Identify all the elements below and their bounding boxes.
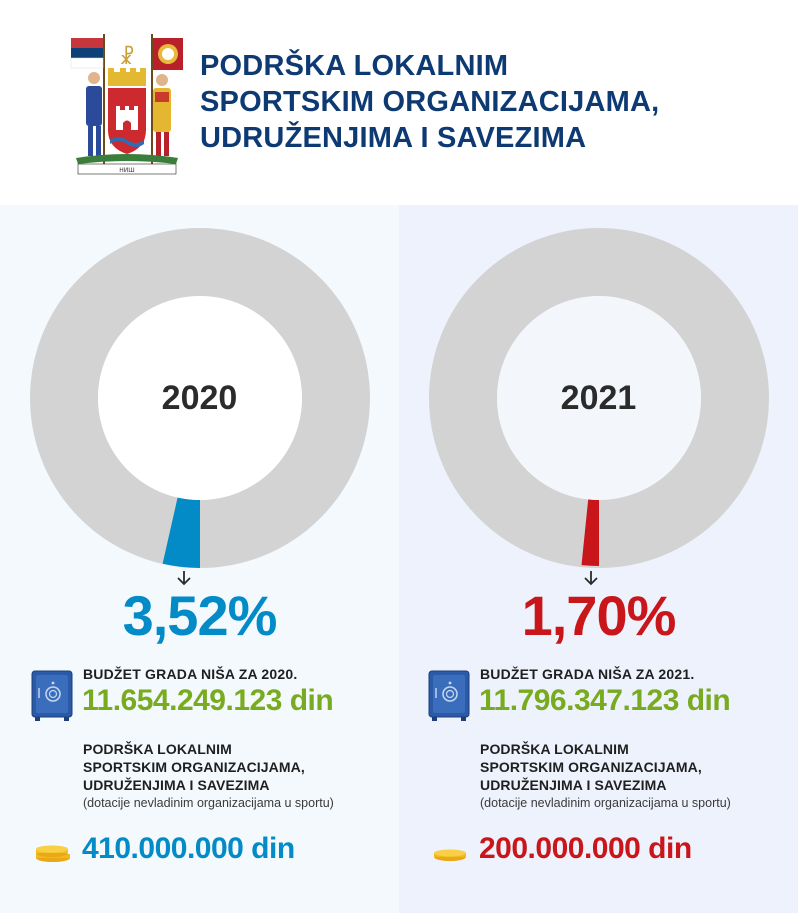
support-value: 410.000.000 din [82, 832, 295, 865]
support-note: (dotacije nevladinim organizacijama u sp… [83, 796, 334, 810]
svg-text:☧: ☧ [119, 45, 135, 69]
header: ☧ НИШ PODRŠKA LOKALNIM SPORTSKIM ORGANIZ… [0, 0, 800, 205]
support-note: (dotacije nevladinim organizacijama u sp… [480, 796, 731, 810]
donut-hole [497, 296, 701, 500]
title-line-1: PODRŠKA LOKALNIM [200, 50, 509, 82]
budget-value: 11.796.347.123 din [479, 684, 731, 717]
year-label: 2021 [560, 379, 637, 417]
svg-text:НИШ: НИШ [119, 167, 134, 174]
support-title-line-3: UDRUŽENJIMA I SAVEZIMA [83, 777, 270, 793]
coin-icon [434, 849, 466, 861]
arrow-down-icon [584, 571, 598, 586]
budget-value: 11.654.249.123 din [82, 684, 334, 717]
donut-segment-2020 [162, 497, 200, 568]
support-title-line-2: SPORTSKIM ORGANIZACIJAMA, [480, 759, 702, 775]
panel-2021: 2021 1,70% BUDŽET GRADA NIŠA ZA 2021. 11… [399, 205, 798, 913]
title-line-2: SPORTSKIM ORGANIZACIJAMA, [200, 86, 660, 118]
safe-icon [31, 670, 73, 721]
support-value: 200.000.000 din [479, 832, 692, 865]
support-title-line-2: SPORTSKIM ORGANIZACIJAMA, [83, 759, 305, 775]
support-block: PODRŠKA LOKALNIM SPORTSKIM ORGANIZACIJAM… [480, 740, 780, 811]
year-label: 2020 [161, 379, 238, 417]
panel-2020: 2020 3,52% BUDŽET GRADA NIŠA ZA 2020. 11… [0, 205, 399, 913]
donut-segment-2021 [581, 499, 599, 566]
support-title: PODRŠKA LOKALNIM SPORTSKIM ORGANIZACIJAM… [83, 740, 383, 794]
safe-icon [428, 670, 470, 721]
coat-of-arms-icon: ☧ НИШ [70, 34, 183, 175]
donut-chart-2021 [429, 228, 769, 568]
support-block: PODRŠKA LOKALNIM SPORTSKIM ORGANIZACIJAM… [83, 740, 383, 811]
budget-label: BUDŽET GRADA NIŠA ZA 2021. [480, 666, 695, 682]
percent-value: 1,70% [521, 584, 677, 647]
coins-icon [36, 845, 70, 862]
arrow-down-icon [177, 571, 191, 586]
budget-label: BUDŽET GRADA NIŠA ZA 2020. [83, 666, 298, 682]
support-title-line-1: PODRŠKA LOKALNIM [83, 741, 232, 757]
donut-chart-2020 [30, 228, 370, 568]
page-title: PODRŠKA LOKALNIM SPORTSKIM ORGANIZACIJAM… [200, 48, 780, 156]
percent-value: 3,52% [122, 584, 278, 647]
title-line-3: UDRUŽENJIMA I SAVEZIMA [200, 122, 587, 154]
right-edge [798, 205, 800, 913]
support-title: PODRŠKA LOKALNIM SPORTSKIM ORGANIZACIJAM… [480, 740, 780, 794]
support-title-line-1: PODRŠKA LOKALNIM [480, 741, 629, 757]
donut-hole [98, 296, 302, 500]
support-title-line-3: UDRUŽENJIMA I SAVEZIMA [480, 777, 667, 793]
